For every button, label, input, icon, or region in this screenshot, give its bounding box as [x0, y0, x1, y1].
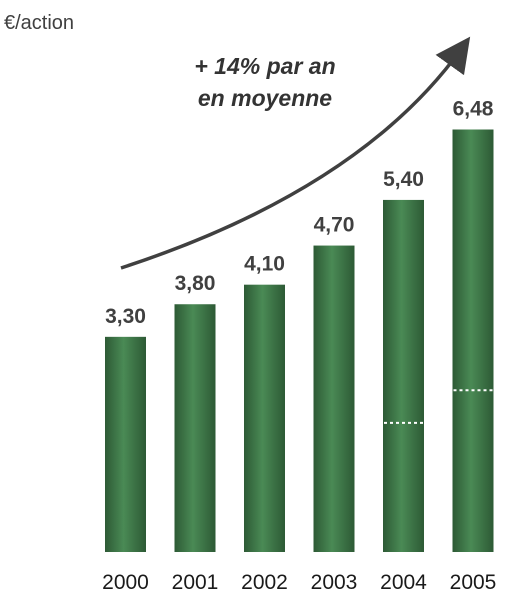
x-tick-2004: 2004 — [380, 571, 427, 594]
bar-2001 — [174, 304, 216, 552]
x-tick-2003: 2003 — [311, 571, 358, 594]
bars-group — [105, 129, 494, 553]
value-labels-group: 3,30 3,80 4,10 4,70 5,40 6,48 — [105, 98, 494, 328]
value-label-2000: 3,30 — [105, 305, 146, 328]
x-tick-2005: 2005 — [450, 571, 497, 594]
bar-2003 — [313, 245, 355, 552]
bar-2002 — [244, 284, 285, 552]
growth-annotation-line-2: en moyenne — [198, 85, 332, 111]
growth-annotation-line-1: + 14% par an — [194, 53, 335, 79]
value-label-2001: 3,80 — [175, 272, 216, 295]
bar-2005 — [452, 129, 494, 552]
x-tick-2002: 2002 — [241, 571, 288, 594]
value-label-2003: 4,70 — [314, 214, 355, 237]
x-tick-2000: 2000 — [102, 571, 149, 594]
x-tick-2001: 2001 — [172, 571, 219, 594]
value-label-2005: 6,48 — [453, 98, 494, 121]
bar-2000 — [105, 336, 146, 552]
unit-label: €/action — [4, 12, 74, 34]
bar-2004 — [383, 199, 424, 553]
value-label-2002: 4,10 — [244, 253, 285, 276]
x-axis-ticks: 2000 2001 2002 2003 2004 2005 — [102, 571, 496, 594]
value-label-2004: 5,40 — [383, 168, 424, 191]
growth-trend-arrow — [120, 36, 471, 270]
